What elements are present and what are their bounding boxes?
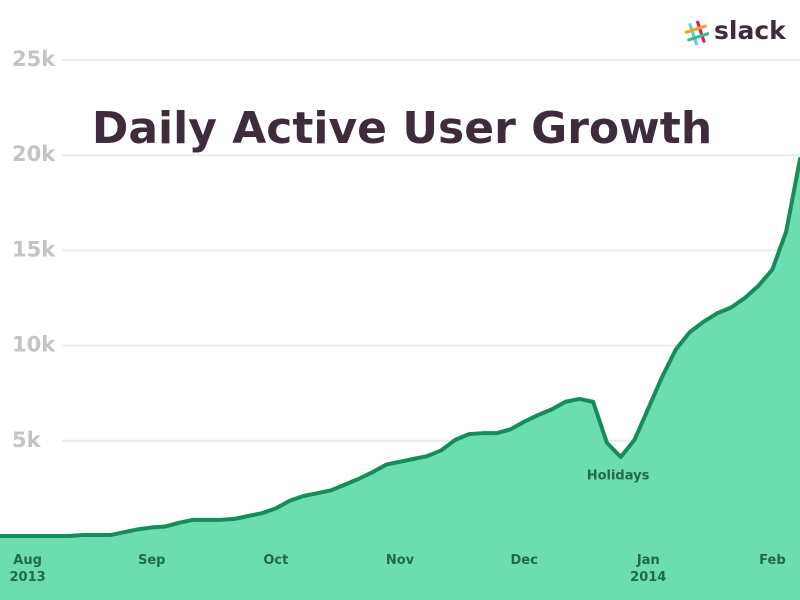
- x-tick-label: Aug 2013: [9, 553, 45, 585]
- brand-name: slack: [714, 16, 787, 45]
- area-fill: [0, 159, 800, 600]
- x-tick-label: Jan 2014: [630, 553, 666, 585]
- chart-title: Daily Active User Growth: [92, 103, 712, 154]
- x-tick-label: Dec: [510, 553, 537, 568]
- y-tick-label: 20k: [12, 142, 56, 166]
- plot-area: Aug 2013 Sep Oct Nov Dec Jan 2014 Feb Holidays: [0, 157, 800, 600]
- annotation: Holidays: [587, 469, 650, 484]
- y-tick-label: 5k: [12, 428, 42, 452]
- x-tick-label: Nov: [386, 553, 415, 568]
- grid: 5k 10k 15k 20k 25k: [12, 47, 800, 452]
- y-tick-label: 25k: [12, 47, 56, 71]
- x-tick-label: Feb: [759, 553, 785, 568]
- series-line: [0, 157, 800, 538]
- y-tick-label: 15k: [12, 237, 56, 261]
- x-tick-label: Sep: [138, 553, 166, 568]
- y-tick-label: 10k: [12, 333, 56, 357]
- x-tick-label: Oct: [263, 553, 288, 568]
- brand-logo: slack: [684, 16, 787, 46]
